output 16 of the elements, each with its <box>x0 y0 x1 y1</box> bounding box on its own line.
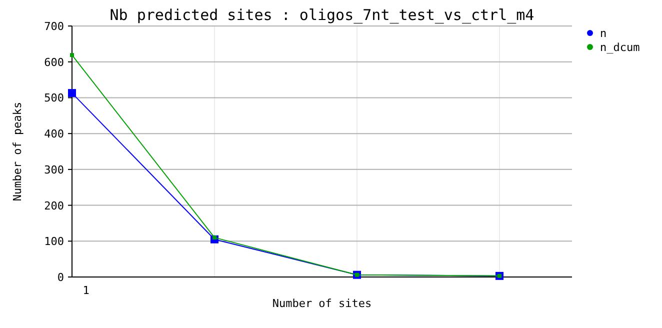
y-tick-label: 400 <box>44 128 64 141</box>
y-tick-label: 500 <box>44 92 64 105</box>
point <box>70 53 74 58</box>
y-tick-label: 700 <box>44 20 64 33</box>
y-tick-label: 600 <box>44 56 64 69</box>
y-tick-label: 0 <box>57 271 64 284</box>
y-tick-label: 300 <box>44 163 64 176</box>
legend-label: n <box>600 27 607 40</box>
x-tick-label: 1 <box>82 284 90 297</box>
y-tick-label: 200 <box>44 199 64 212</box>
legend-label: n_dcum <box>600 41 640 54</box>
point <box>68 89 76 98</box>
chart-title: Nb predicted sites : oligos_7nt_test_vs_ctrl_m4 <box>110 6 534 24</box>
y-axis-title: Number of peaks <box>11 102 24 202</box>
x-axis-title: Number of sites <box>272 297 372 310</box>
y-tick-label: 100 <box>44 235 64 248</box>
